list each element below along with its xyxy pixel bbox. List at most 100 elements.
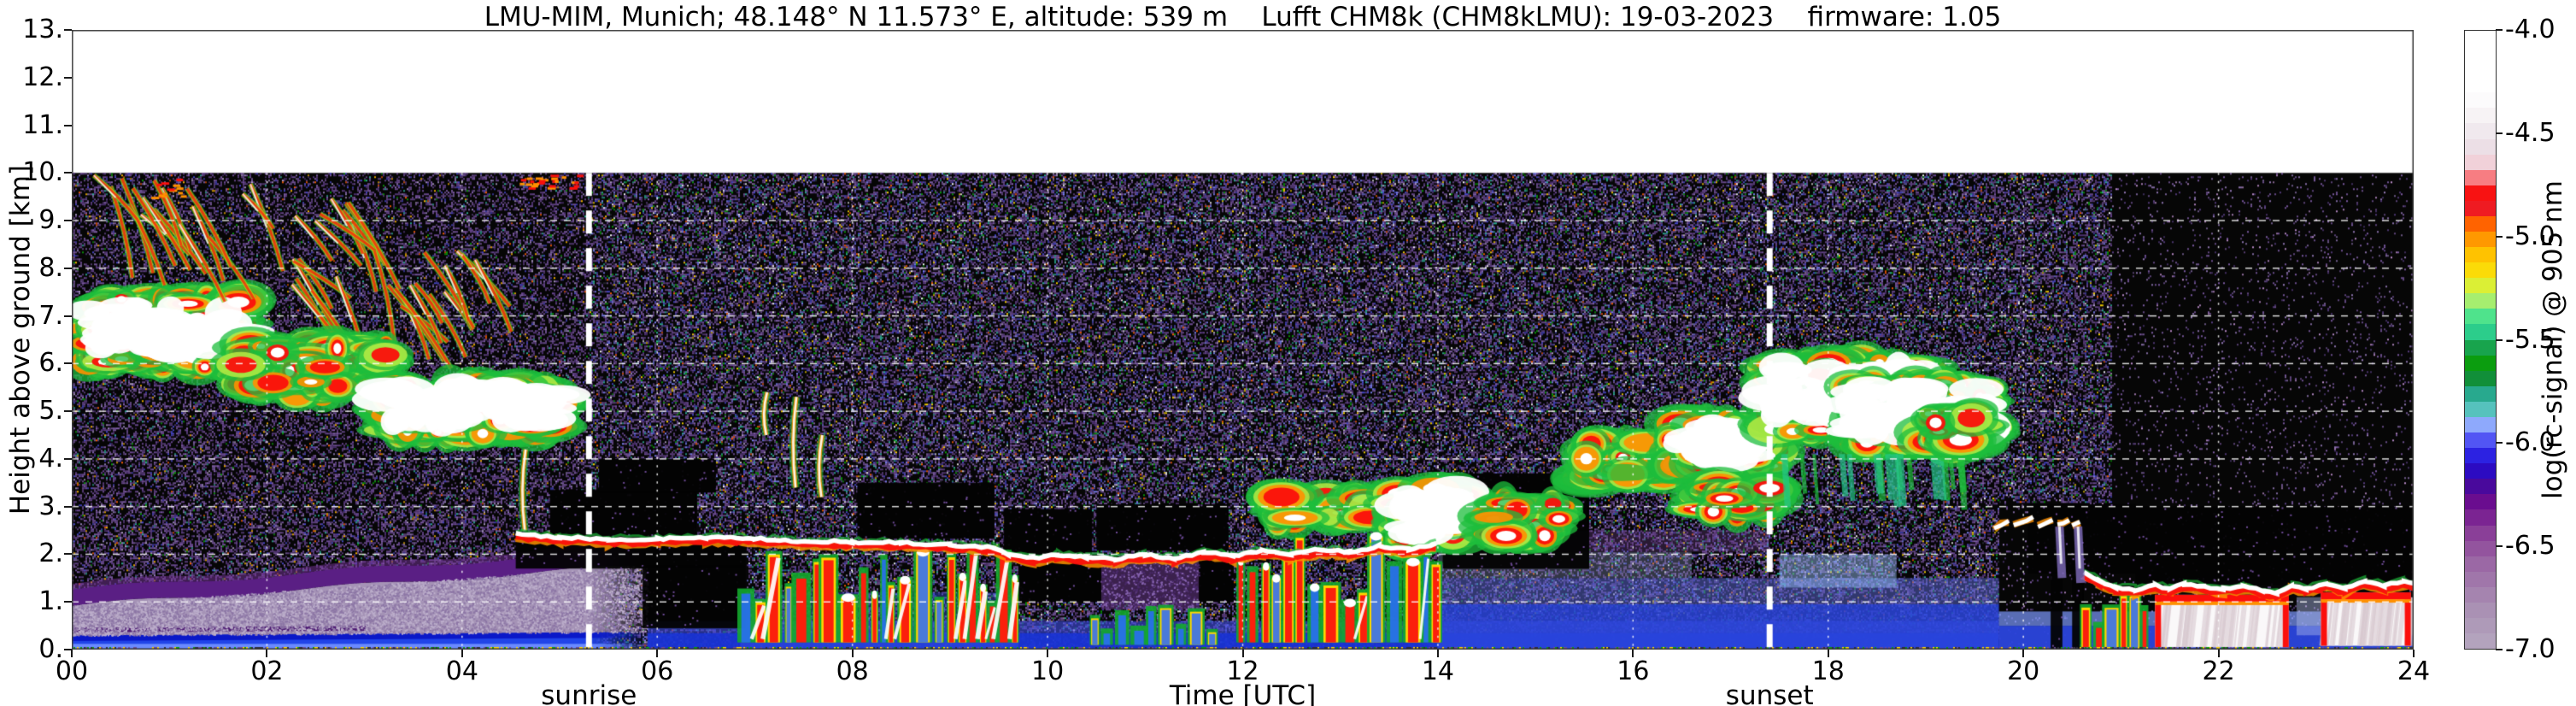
colorbar-tick-label: -4.5 [2505, 117, 2555, 148]
y-tick-mark [64, 315, 72, 317]
y-tick-label: 6. [38, 348, 63, 379]
colorbar-segment [2465, 278, 2496, 294]
y-tick-label: 8. [38, 252, 63, 283]
x-tick-label: 18 [1811, 656, 1845, 686]
colorbar-segment [2465, 448, 2496, 464]
colorbar-segment [2465, 169, 2496, 185]
x-tick-mark [1827, 650, 1829, 657]
y-tick-label: 13. [22, 15, 63, 44]
x-tick-label: 00 [55, 656, 89, 686]
colorbar-segment [2465, 92, 2496, 109]
y-tick-mark [64, 362, 72, 365]
x-tick-mark [1047, 650, 1049, 657]
x-tick-mark [2217, 650, 2220, 657]
colorbar-segment [2465, 324, 2496, 340]
x-tick-mark [656, 650, 659, 657]
colorbar-tick-label: -4.0 [2505, 15, 2555, 44]
colorbar-tick-label: -7.0 [2505, 634, 2555, 664]
colorbar-tick-mark [2496, 29, 2503, 31]
y-tick-mark [64, 267, 72, 269]
colorbar-segment [2465, 617, 2496, 634]
y-tick-mark [64, 553, 72, 556]
colorbar-tick-label: -6.5 [2505, 531, 2555, 562]
colorbar-segment [2465, 262, 2496, 279]
colorbar-tick-mark [2496, 442, 2503, 444]
colorbar-segment [2465, 571, 2496, 587]
y-tick-mark [64, 457, 72, 460]
x-tick-mark [2022, 650, 2025, 657]
colorbar-segment [2465, 463, 2496, 479]
x-tick-mark [266, 650, 268, 657]
x-tick-mark [2413, 650, 2415, 657]
colorbar-tick-mark [2496, 132, 2503, 134]
colorbar-segment [2465, 385, 2496, 402]
colorbar-segment [2465, 200, 2496, 216]
y-tick-mark [64, 172, 72, 174]
x-tick-label: 04 [445, 656, 478, 686]
colorbar-segment [2465, 401, 2496, 417]
colorbar-segment [2465, 556, 2496, 572]
colorbar-segment [2465, 77, 2496, 93]
colorbar-segment [2465, 138, 2496, 155]
colorbar-segment [2465, 416, 2496, 433]
y-tick-label: 11. [22, 109, 63, 140]
colorbar-label-box: log(rc-signal) @ 905 nm [2531, 30, 2575, 650]
colorbar-tick-label: -5.5 [2505, 324, 2555, 355]
x-tick-label: 14 [1421, 656, 1454, 686]
colorbar [2464, 30, 2497, 650]
colorbar-segment [2465, 62, 2496, 78]
colorbar-segment [2465, 602, 2496, 618]
x-tick-mark [461, 650, 463, 657]
colorbar-segment [2465, 633, 2496, 650]
x-tick-mark [1632, 650, 1634, 657]
colorbar-tick-mark [2496, 545, 2503, 548]
x-tick-label: 02 [250, 656, 284, 686]
x-tick-label: 12 [1226, 656, 1259, 686]
x-tick-label: 22 [2202, 656, 2235, 686]
y-tick-mark [64, 410, 72, 413]
y-tick-label: 7. [38, 300, 63, 331]
backscatter-heatmap [72, 30, 2414, 650]
y-tick-label: 12. [22, 62, 63, 92]
y-tick-mark [64, 124, 72, 126]
x-tick-mark [851, 650, 854, 657]
x-tick-mark [1436, 650, 1439, 657]
colorbar-segment [2465, 185, 2496, 201]
colorbar-segment [2465, 479, 2496, 495]
y-tick-mark [64, 29, 72, 31]
colorbar-segment [2465, 370, 2496, 386]
colorbar-segment [2465, 215, 2496, 232]
x-tick-label: 24 [2397, 656, 2431, 686]
x-tick-label: 20 [2007, 656, 2040, 686]
x-tick-label: 10 [1030, 656, 1065, 686]
colorbar-segment [2465, 293, 2496, 309]
y-tick-mark [64, 601, 72, 603]
colorbar-segment [2465, 525, 2496, 541]
colorbar-tick-label: -6.0 [2505, 427, 2555, 458]
sunrise-annotation: sunrise [541, 680, 637, 706]
colorbar-segment [2465, 355, 2496, 371]
y-tick-label: 4. [38, 443, 63, 474]
y-tick-label: 3. [38, 491, 63, 521]
colorbar-segment [2465, 540, 2496, 556]
colorbar-tick-mark [2496, 338, 2503, 341]
sunset-annotation: sunset [1725, 680, 1814, 706]
x-tick-mark [1241, 650, 1244, 657]
colorbar-segment [2465, 31, 2496, 47]
x-tick-label: 16 [1617, 656, 1650, 686]
colorbar-segment [2465, 509, 2496, 526]
colorbar-tick-mark [2496, 235, 2503, 238]
colorbar-segment [2465, 108, 2496, 124]
y-tick-label: 2. [38, 538, 63, 569]
colorbar-segment [2465, 586, 2496, 603]
y-tick-mark [64, 649, 72, 650]
colorbar-tick-mark [2496, 649, 2503, 650]
colorbar-segment [2465, 309, 2496, 325]
colorbar-segment [2465, 494, 2496, 510]
colorbar-segment [2465, 232, 2496, 248]
colorbar-segment [2465, 46, 2496, 62]
y-tick-mark [64, 505, 72, 508]
y-tick-label: 1. [38, 586, 63, 617]
colorbar-segment [2465, 247, 2496, 263]
